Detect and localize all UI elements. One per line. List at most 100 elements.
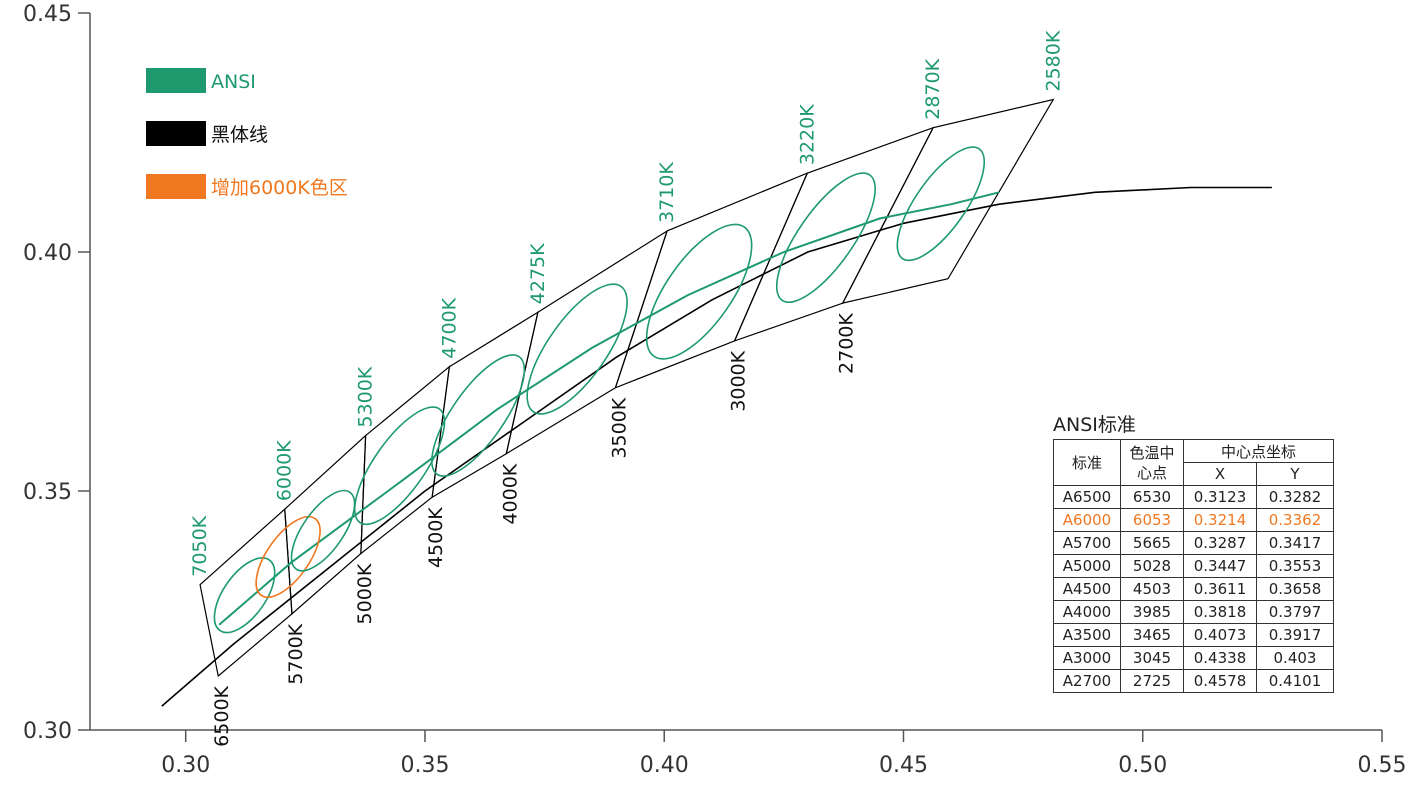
header-x: X	[1183, 462, 1257, 486]
cct-lower-label: 6500K	[211, 685, 233, 746]
ansi-table-row: A3500 3465 0.4073 0.3917	[1053, 623, 1334, 647]
cct-lower-label: 2700K	[836, 313, 858, 374]
cct-upper-label: 3220K	[796, 104, 818, 165]
cell-cct: 6530	[1120, 485, 1184, 509]
blackbody-line	[161, 186, 1272, 707]
ansi-table-body: A6500 6530 0.3123 0.3282 A6000 6053 0.3214 0.33…	[1053, 485, 1334, 693]
cell-y: 0.3417	[1256, 531, 1334, 555]
ellipse-4	[431, 354, 526, 477]
legend-swatch	[146, 121, 206, 146]
cell-cct: 3985	[1120, 600, 1184, 624]
ellipse-2	[290, 489, 356, 572]
ellipse-3	[353, 406, 446, 526]
cell-std: A3000	[1053, 646, 1121, 670]
ansi-table-row: A4000 3985 0.3818 0.3797	[1053, 600, 1334, 624]
cell-x: 0.4578	[1183, 669, 1257, 693]
cct-upper-label: 4700K	[438, 297, 460, 358]
cct-lower-label: 5000K	[354, 563, 376, 624]
y-tick-label: 0.35	[23, 480, 72, 505]
cell-x: 0.3818	[1183, 600, 1257, 624]
cct-upper-label: 2870K	[922, 58, 944, 119]
legend-swatch	[146, 68, 206, 93]
ellipse-1	[255, 515, 321, 598]
y-tick-label: 0.30	[23, 719, 72, 744]
cell-cct: 6053	[1120, 508, 1184, 532]
ansi-table-row: A5000 5028 0.3447 0.3553	[1053, 554, 1334, 578]
cell-std: A5700	[1053, 531, 1121, 555]
cell-x: 0.3287	[1183, 531, 1257, 555]
cell-std: A4000	[1053, 600, 1121, 624]
ansi-table-row: A4500 4503 0.3611 0.3658	[1053, 577, 1334, 601]
ellipse-0	[213, 557, 276, 634]
header-y: Y	[1256, 462, 1334, 486]
cell-cct: 4503	[1120, 577, 1184, 601]
cct-labels: 7050K 6000K 5300K 4700K 4275K 3710K 3220K 2870K…	[189, 30, 1064, 747]
macadam-ellipses	[213, 146, 986, 634]
cell-x: 0.3611	[1183, 577, 1257, 601]
legend-swatch	[146, 174, 206, 199]
quadrangle-3000K	[841, 98, 1055, 305]
cell-y: 0.3362	[1256, 508, 1334, 532]
cct-upper-label: 2580K	[1042, 30, 1064, 91]
x-tick-label: 0.50	[1118, 753, 1167, 778]
cell-x: 0.3123	[1183, 485, 1257, 509]
header-center-coord: 中心点坐标	[1183, 439, 1334, 463]
cell-y: 0.3553	[1256, 554, 1334, 578]
cell-std: A3500	[1053, 623, 1121, 647]
quadrangle-6500K	[199, 507, 293, 678]
cct-lower-label: 4000K	[499, 463, 521, 524]
ansi-table-row: A3000 3045 0.4338 0.403	[1053, 646, 1334, 670]
ansi-table: 标准 色温中心点 中心点坐标 X Y A6500 6530 0.3123 0.3282…	[1053, 439, 1334, 693]
ansi-table-row: A2700 2725 0.4578 0.4101	[1053, 669, 1334, 693]
cell-y: 0.4101	[1256, 669, 1334, 693]
y-tick-label: 0.45	[23, 2, 72, 27]
cct-upper-label: 3710K	[656, 162, 678, 223]
ansi-table-row: A5700 5665 0.3287 0.3417	[1053, 531, 1334, 555]
cell-std: A6000	[1053, 508, 1121, 532]
cct-lower-label: 3500K	[608, 397, 630, 458]
cell-std: A4500	[1053, 577, 1121, 601]
x-tick-label: 0.40	[640, 753, 689, 778]
cell-cct: 3045	[1120, 646, 1184, 670]
header-cct-center: 色温中心点	[1120, 439, 1184, 486]
cell-y: 0.3658	[1256, 577, 1334, 601]
cell-cct: 3465	[1120, 623, 1184, 647]
cct-upper-label: 6000K	[274, 440, 296, 501]
ellipse-7	[775, 172, 876, 304]
legend-label: 黑体线	[211, 124, 268, 146]
cell-x: 0.3447	[1183, 554, 1257, 578]
ansi-table-row: A6000 6053 0.3214 0.3362	[1053, 508, 1334, 532]
ansi-standard-table: ANSI标准 标准 色温中心点 中心点坐标 X Y A6500 6530 0.312…	[1053, 412, 1334, 693]
cell-std: A5000	[1053, 554, 1121, 578]
cell-cct: 2725	[1120, 669, 1184, 693]
cell-y: 0.3797	[1256, 600, 1334, 624]
ellipse-8	[896, 146, 986, 262]
cell-x: 0.3214	[1183, 508, 1257, 532]
ellipse-6	[645, 223, 753, 360]
quadrangle-4000K	[614, 172, 809, 389]
x-tick-label: 0.55	[1358, 753, 1407, 778]
ansi-table-row: A6500 6530 0.3123 0.3282	[1053, 485, 1334, 509]
x-tick-label: 0.35	[400, 753, 449, 778]
cell-y: 0.3282	[1256, 485, 1334, 509]
x-tick-label: 0.45	[879, 753, 928, 778]
cell-std: A6500	[1053, 485, 1121, 509]
ellipse-5	[526, 283, 628, 415]
header-standard: 标准	[1053, 439, 1121, 486]
x-tick-label: 0.30	[161, 753, 210, 778]
cell-y: 0.3917	[1256, 623, 1334, 647]
ansi-line	[218, 191, 1000, 626]
cell-x: 0.4073	[1183, 623, 1257, 647]
cct-upper-label: 7050K	[189, 515, 211, 576]
locus-lines	[161, 186, 1272, 707]
ansi-table-title: ANSI标准	[1053, 414, 1136, 436]
cct-lower-label: 4500K	[425, 507, 447, 568]
cct-upper-label: 5300K	[355, 366, 377, 427]
y-tick-label: 0.40	[23, 241, 72, 266]
cct-upper-label: 4275K	[527, 243, 549, 304]
axes: 0.30 0.35 0.40 0.45 0.50 0.55 0.30 0.35 0.40 0.45	[23, 2, 1406, 778]
cell-cct: 5665	[1120, 531, 1184, 555]
cct-lower-label: 5700K	[285, 623, 307, 684]
